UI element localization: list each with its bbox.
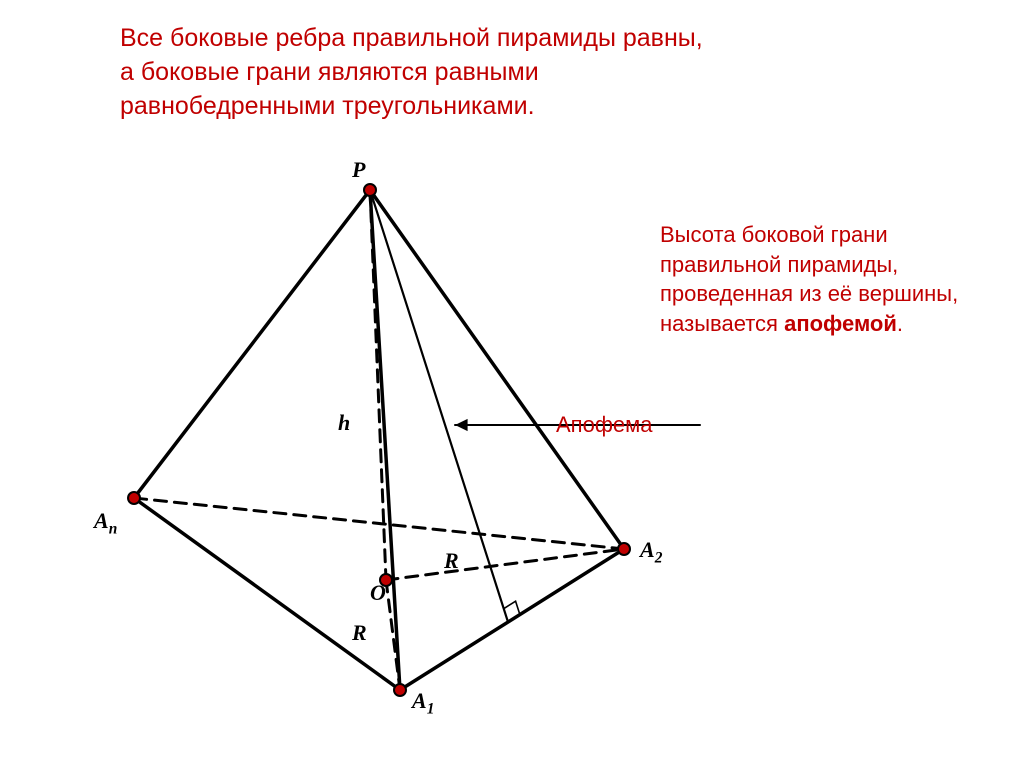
label-O: O	[370, 580, 386, 606]
label-An: An	[94, 508, 117, 538]
label-h: h	[338, 410, 350, 436]
label-P: P	[352, 157, 365, 183]
pyramid-diagram	[0, 0, 1024, 767]
label-A2: A2	[640, 537, 662, 567]
label-R-1: R	[444, 548, 459, 574]
label-A1: A1	[412, 688, 434, 718]
label-apothem: Апофема	[556, 412, 653, 438]
label-R-2: R	[352, 620, 367, 646]
